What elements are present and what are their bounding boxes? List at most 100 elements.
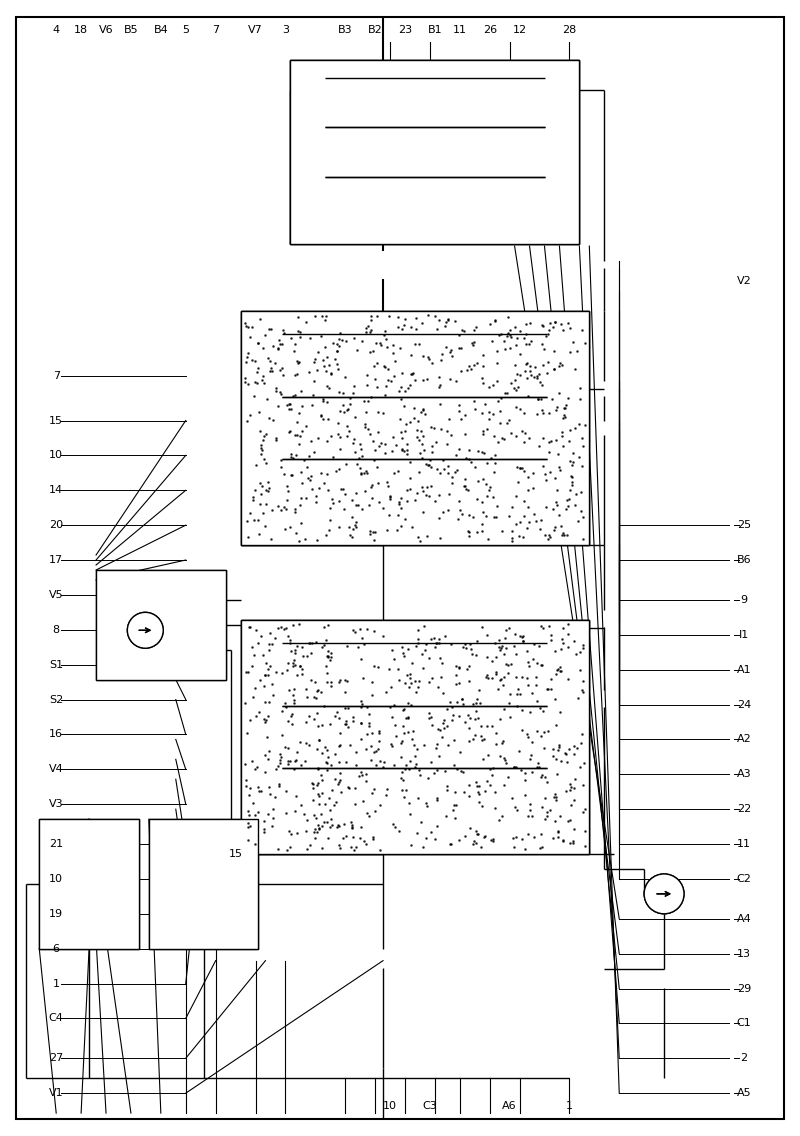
Point: [490, 508, 502, 526]
Point: [242, 802, 254, 820]
Point: [490, 665, 502, 683]
Point: [556, 717, 569, 735]
Point: [466, 645, 479, 663]
Point: [453, 440, 466, 458]
Point: [250, 364, 263, 382]
Point: [491, 354, 504, 373]
Point: [263, 642, 276, 660]
Point: [553, 507, 566, 525]
Point: [476, 752, 489, 770]
Point: [355, 500, 368, 518]
Point: [476, 515, 489, 533]
Point: [409, 309, 422, 327]
Point: [502, 768, 514, 786]
Point: [288, 675, 301, 693]
Point: [506, 528, 518, 546]
Point: [361, 463, 374, 482]
Point: [294, 804, 307, 822]
Point: [401, 750, 414, 768]
Point: [248, 387, 261, 406]
Point: [402, 379, 414, 398]
Point: [502, 617, 515, 635]
Point: [506, 521, 518, 540]
Point: [365, 477, 378, 495]
Point: [275, 726, 288, 744]
Point: [531, 390, 544, 408]
Point: [300, 687, 313, 705]
Point: [387, 367, 400, 385]
Point: [312, 717, 325, 735]
Point: [238, 694, 251, 712]
Point: [520, 316, 533, 334]
Point: [416, 482, 429, 500]
Point: [249, 481, 262, 499]
Point: [294, 495, 307, 513]
Point: [467, 357, 480, 375]
Point: [564, 760, 577, 778]
Point: [533, 746, 546, 765]
Point: [579, 334, 592, 352]
Point: [288, 366, 301, 384]
Point: [476, 515, 489, 533]
Point: [470, 490, 483, 508]
Point: [523, 513, 536, 532]
Point: [261, 707, 274, 725]
Point: [240, 777, 253, 795]
Point: [542, 712, 555, 730]
Point: [555, 526, 568, 544]
Point: [453, 339, 466, 357]
Point: [500, 415, 513, 433]
Point: [490, 371, 503, 390]
Point: [429, 617, 442, 635]
Point: [404, 685, 417, 703]
Point: [514, 400, 526, 418]
Point: [392, 318, 405, 336]
Point: [272, 649, 285, 667]
Point: [458, 470, 471, 488]
Point: [498, 340, 511, 358]
Point: [429, 308, 442, 326]
Point: [542, 526, 555, 544]
Point: [455, 671, 468, 690]
Point: [525, 366, 538, 384]
Point: [488, 462, 501, 481]
Point: [532, 699, 545, 717]
Point: [442, 485, 455, 503]
Point: [482, 687, 495, 705]
Point: [332, 460, 345, 478]
Point: [274, 385, 287, 403]
Point: [477, 423, 490, 441]
Point: [368, 358, 381, 376]
Point: [524, 362, 537, 381]
Point: [291, 667, 304, 685]
Point: [417, 401, 430, 419]
Point: [532, 390, 545, 408]
Point: [487, 830, 500, 849]
Point: [475, 523, 488, 541]
Point: [394, 517, 407, 535]
Point: [389, 351, 402, 369]
Point: [514, 685, 526, 703]
Point: [299, 490, 312, 508]
Point: [292, 663, 305, 682]
Point: [552, 767, 565, 785]
Point: [370, 458, 383, 476]
Point: [476, 734, 489, 752]
Point: [282, 482, 294, 500]
Point: [443, 718, 456, 736]
Point: [274, 384, 286, 402]
Point: [498, 429, 510, 448]
Point: [442, 766, 454, 784]
Point: [341, 401, 354, 419]
Point: [249, 374, 262, 392]
Point: [319, 794, 332, 812]
Point: [548, 623, 561, 641]
Point: [364, 320, 377, 339]
Point: [541, 808, 554, 826]
Point: [246, 491, 259, 509]
Point: [425, 822, 438, 841]
Point: [291, 735, 304, 753]
Point: [324, 651, 337, 669]
Point: [359, 632, 372, 650]
Point: [495, 636, 508, 654]
